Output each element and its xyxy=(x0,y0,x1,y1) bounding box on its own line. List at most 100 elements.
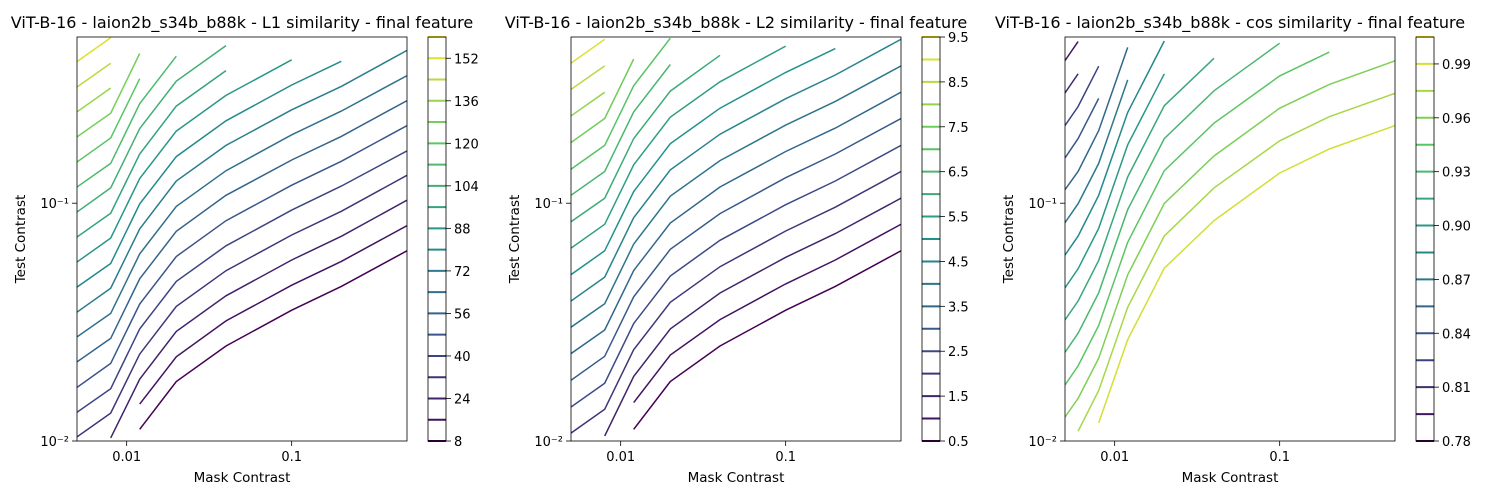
colorbar-tick-label: 0.99 xyxy=(1442,58,1471,73)
contour-line xyxy=(1065,40,1165,256)
y-tick-label: 10⁻¹ xyxy=(534,197,563,212)
contour-line xyxy=(77,59,293,263)
x-tick-label: 0.1 xyxy=(775,450,796,465)
contour-line xyxy=(1065,57,1215,321)
colorbar-tick-label: 7.5 xyxy=(948,121,969,136)
contour-line xyxy=(1065,51,1330,386)
contour-line xyxy=(77,44,227,213)
colorbar-frame xyxy=(1415,36,1435,442)
plot-area xyxy=(1065,40,1395,432)
colorbar-tick-label: 2.5 xyxy=(948,345,969,360)
contour-line xyxy=(1065,98,1100,159)
contour-line xyxy=(571,65,606,91)
contour-line xyxy=(77,49,407,313)
colorbar-tick-label: 0.84 xyxy=(1442,327,1471,342)
y-tick-label: 10⁻² xyxy=(1028,435,1057,450)
y-tick-label: 10⁻² xyxy=(40,435,69,450)
colorbar-tick-label: 0.81 xyxy=(1442,381,1471,396)
colorbar-frame xyxy=(427,36,447,442)
colorbar-tick-label: 0.93 xyxy=(1442,166,1471,181)
contour-line xyxy=(1065,60,1395,418)
colorbar-tick-label: 0.90 xyxy=(1442,220,1471,235)
contour-line xyxy=(1065,42,1281,353)
x-tick-label: 0.01 xyxy=(606,450,635,465)
contour-line xyxy=(571,117,901,381)
contour-line xyxy=(77,60,342,288)
colorbar-tick-label: 40 xyxy=(454,350,471,365)
contour-line xyxy=(77,124,407,389)
contour-line xyxy=(139,250,407,430)
colorbar-tick-label: 0.96 xyxy=(1442,112,1471,127)
colorbar-tick-label: 1.5 xyxy=(948,390,969,405)
colorbar-tick-label: 0.78 xyxy=(1442,435,1471,450)
contour-line xyxy=(571,91,901,355)
plot-area xyxy=(77,37,407,439)
x-tick-label: 0.1 xyxy=(281,450,302,465)
x-tick-label: 0.1 xyxy=(1269,450,1290,465)
y-tick-label: 10⁻¹ xyxy=(1028,197,1057,212)
y-axis-label: Test Contrast xyxy=(507,195,523,285)
contour-line xyxy=(139,225,407,405)
axes-frame xyxy=(570,36,902,442)
contour-line xyxy=(571,91,606,117)
contour-line xyxy=(1065,47,1129,191)
axes-frame xyxy=(76,36,408,442)
contour-line xyxy=(571,37,671,170)
colorbar-tick-label: 5.5 xyxy=(948,211,969,226)
x-axis-label: Mask Contrast xyxy=(1182,470,1279,486)
contour-line xyxy=(571,38,606,64)
colorbar-tick-label: 3.5 xyxy=(948,300,969,315)
colorbar-tick-label: 120 xyxy=(454,137,479,152)
colorbar-tick-label: 6.5 xyxy=(948,166,969,181)
axes-frame xyxy=(1064,36,1396,442)
contour-line xyxy=(77,53,141,138)
contour-line xyxy=(1065,73,1079,94)
contour-line xyxy=(571,45,787,249)
contour-line xyxy=(77,74,407,338)
colorbar-tick-label: 104 xyxy=(454,180,479,195)
contour-line xyxy=(571,38,901,302)
contour-line xyxy=(1065,73,1165,289)
colorbar-tick-label: 152 xyxy=(454,52,479,67)
colorbar-tick-label: 72 xyxy=(454,265,471,280)
contour-line xyxy=(77,55,177,188)
colorbar-tick-label: 8 xyxy=(454,435,462,450)
y-axis-label: Test Contrast xyxy=(13,195,29,285)
colorbar-tick-label: 0.5 xyxy=(948,435,969,450)
chart-title: ViT-B-16 - laion2b_s34b_b88k - cos simil… xyxy=(995,13,1465,33)
y-axis-label: Test Contrast xyxy=(1001,195,1017,285)
contour-line xyxy=(77,78,141,163)
contour-line xyxy=(571,65,901,328)
colorbar-tick-label: 136 xyxy=(454,95,479,110)
contour-line xyxy=(77,69,227,238)
contour-line xyxy=(110,199,407,439)
colorbar-tick-label: 9.5 xyxy=(948,31,969,46)
y-tick-label: 10⁻¹ xyxy=(40,197,69,212)
y-tick-label: 10⁻² xyxy=(534,435,563,450)
colorbar-tick-label: 4.5 xyxy=(948,255,969,270)
colorbar-tick-label: 88 xyxy=(454,222,471,237)
x-axis-label: Mask Contrast xyxy=(688,470,785,486)
contour-line xyxy=(77,99,407,363)
contour-line xyxy=(77,62,112,88)
contour-line xyxy=(571,47,836,276)
contour-line xyxy=(633,250,901,430)
colorbar-tick-label: 56 xyxy=(454,307,471,322)
contour-line xyxy=(77,87,112,113)
contour-line xyxy=(1077,92,1395,432)
chart-title: ViT-B-16 - laion2b_s34b_b88k - L2 simila… xyxy=(505,13,967,33)
contour-line xyxy=(77,150,407,413)
contour-line xyxy=(571,54,721,223)
contour-line xyxy=(571,144,901,408)
colorbar-tick-label: 8.5 xyxy=(948,76,969,91)
contour-line xyxy=(77,174,407,438)
colorbar-tick-label: 0.87 xyxy=(1442,273,1471,288)
contour-line xyxy=(1065,79,1129,224)
contour-line xyxy=(1065,65,1100,127)
x-tick-label: 0.01 xyxy=(112,450,141,465)
contour-line xyxy=(571,58,635,144)
colorbar-frame xyxy=(921,36,941,442)
colorbar-tick-label: 24 xyxy=(454,392,471,407)
